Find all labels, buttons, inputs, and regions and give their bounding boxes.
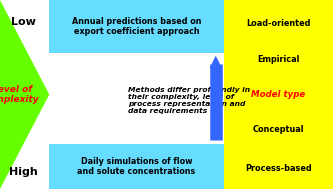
Text: Load-oriented: Load-oriented bbox=[246, 19, 311, 28]
Bar bbox=[49, 0, 224, 53]
Text: Annual predictions based on
export coefficient approach: Annual predictions based on export coeff… bbox=[72, 17, 201, 36]
Text: Methods differ profoundly in
their complexity, level of
process representation a: Methods differ profoundly in their compl… bbox=[128, 86, 250, 114]
Bar bbox=[224, 0, 333, 189]
Text: Low: Low bbox=[11, 17, 36, 27]
Text: High: High bbox=[9, 167, 38, 177]
Text: Conceptual: Conceptual bbox=[253, 125, 304, 134]
Text: Model type: Model type bbox=[251, 90, 305, 99]
Polygon shape bbox=[0, 0, 49, 189]
Text: Empirical: Empirical bbox=[257, 55, 300, 64]
Text: Daily simulations of flow
and solute concentrations: Daily simulations of flow and solute con… bbox=[77, 157, 196, 176]
Text: Level of
complexity: Level of complexity bbox=[0, 85, 40, 104]
Bar bbox=[49, 144, 224, 189]
Text: Process-based: Process-based bbox=[245, 164, 312, 173]
